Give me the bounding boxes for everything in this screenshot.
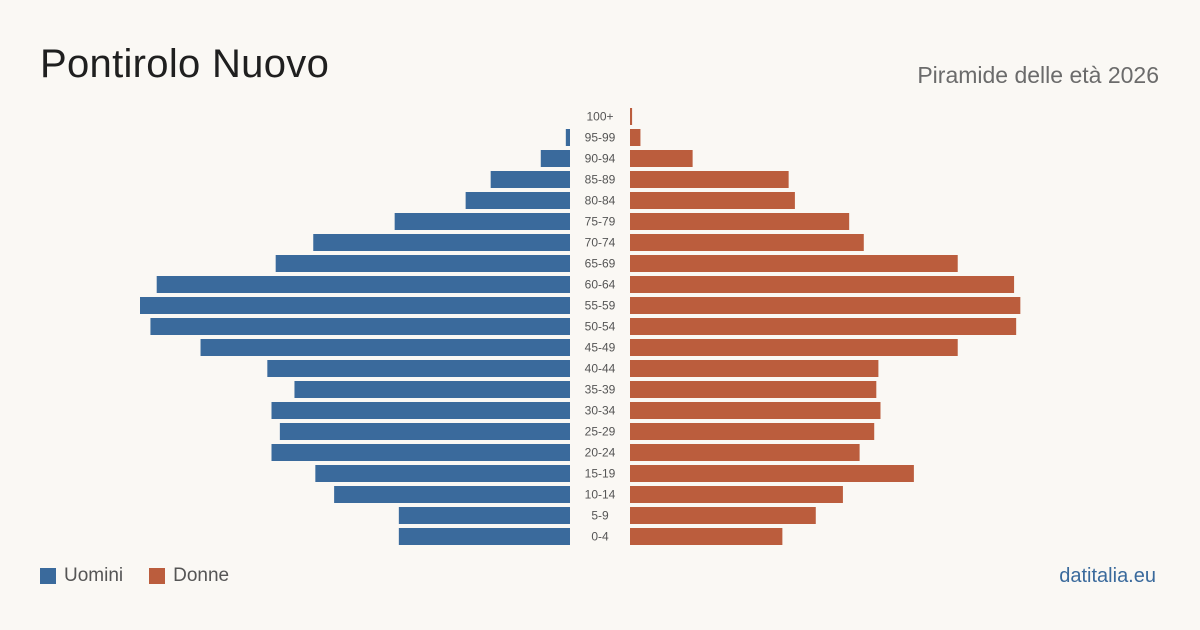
bar-men-95-99 xyxy=(565,129,570,146)
age-label-40-44: 40-44 xyxy=(585,362,616,376)
legend-swatch-women xyxy=(149,568,166,584)
bar-men-30-34 xyxy=(271,402,570,419)
bar-men-55-59 xyxy=(140,297,570,314)
bar-men-90-94 xyxy=(540,150,570,167)
bar-women-100plus xyxy=(630,108,633,125)
bar-women-30-34 xyxy=(630,402,881,419)
bar-men-35-39 xyxy=(294,381,570,398)
bar-women-90-94 xyxy=(630,150,693,167)
age-label-15-19: 15-19 xyxy=(585,467,616,481)
bar-women-25-29 xyxy=(630,423,875,440)
age-label-80-84: 80-84 xyxy=(585,194,616,208)
bar-men-65-69 xyxy=(275,255,570,272)
legend-item-men: Uomini xyxy=(40,565,123,587)
bar-women-95-99 xyxy=(630,129,641,146)
bar-women-45-49 xyxy=(630,339,958,356)
age-label-10-14: 10-14 xyxy=(585,488,616,502)
bar-men-0-4 xyxy=(398,528,570,545)
age-label-75-79: 75-79 xyxy=(585,215,616,229)
bar-women-55-59 xyxy=(630,297,1021,314)
legend: Uomini Donne xyxy=(40,565,255,587)
age-label-30-34: 30-34 xyxy=(585,404,616,418)
age-label-70-74: 70-74 xyxy=(585,236,616,250)
bar-women-75-79 xyxy=(630,213,850,230)
bar-men-80-84 xyxy=(465,192,570,209)
bar-women-0-4 xyxy=(630,528,783,545)
bar-women-15-19 xyxy=(630,465,914,482)
bar-women-40-44 xyxy=(630,360,879,377)
age-label-45-49: 45-49 xyxy=(585,341,616,355)
bar-men-5-9 xyxy=(398,507,570,524)
age-label-25-29: 25-29 xyxy=(585,425,616,439)
bar-women-20-24 xyxy=(630,444,860,461)
age-label-0-4: 0-4 xyxy=(591,530,609,544)
bar-men-85-89 xyxy=(490,171,570,188)
bar-men-40-44 xyxy=(267,360,570,377)
bar-women-10-14 xyxy=(630,486,843,503)
legend-label-men: Uomini xyxy=(64,565,124,586)
bar-women-5-9 xyxy=(630,507,816,524)
bar-men-75-79 xyxy=(394,213,570,230)
bar-women-35-39 xyxy=(630,381,877,398)
bar-women-65-69 xyxy=(630,255,958,272)
age-label-95-99: 95-99 xyxy=(585,131,616,145)
chart-title: Pontirolo Nuovo xyxy=(40,42,330,86)
age-label-20-24: 20-24 xyxy=(585,446,616,460)
age-label-50-54: 50-54 xyxy=(585,320,616,334)
source-link[interactable]: datitalia.eu xyxy=(1059,565,1156,587)
bar-men-25-29 xyxy=(279,423,570,440)
bar-men-10-14 xyxy=(334,486,570,503)
legend-item-women: Donne xyxy=(149,565,229,587)
chart-subtitle: Piramide delle età 2026 xyxy=(917,62,1159,88)
age-label-5-9: 5-9 xyxy=(591,509,609,523)
legend-swatch-men xyxy=(40,568,56,584)
bar-men-15-19 xyxy=(315,465,570,482)
age-label-55-59: 55-59 xyxy=(585,299,616,313)
bar-men-70-74 xyxy=(313,234,570,251)
bar-women-85-89 xyxy=(630,171,789,188)
age-label-100plus: 100+ xyxy=(586,110,613,124)
age-label-90-94: 90-94 xyxy=(585,152,616,166)
age-label-85-89: 85-89 xyxy=(585,173,616,187)
bar-women-50-54 xyxy=(630,318,1017,335)
bar-women-70-74 xyxy=(630,234,864,251)
bar-women-80-84 xyxy=(630,192,795,209)
bar-men-60-64 xyxy=(156,276,570,293)
age-label-35-39: 35-39 xyxy=(585,383,616,397)
age-label-60-64: 60-64 xyxy=(585,278,616,292)
bar-women-60-64 xyxy=(630,276,1015,293)
bar-men-50-54 xyxy=(150,318,570,335)
legend-label-women: Donne xyxy=(173,565,230,586)
bar-men-20-24 xyxy=(271,444,570,461)
bar-men-45-49 xyxy=(200,339,570,356)
age-label-65-69: 65-69 xyxy=(585,257,616,271)
